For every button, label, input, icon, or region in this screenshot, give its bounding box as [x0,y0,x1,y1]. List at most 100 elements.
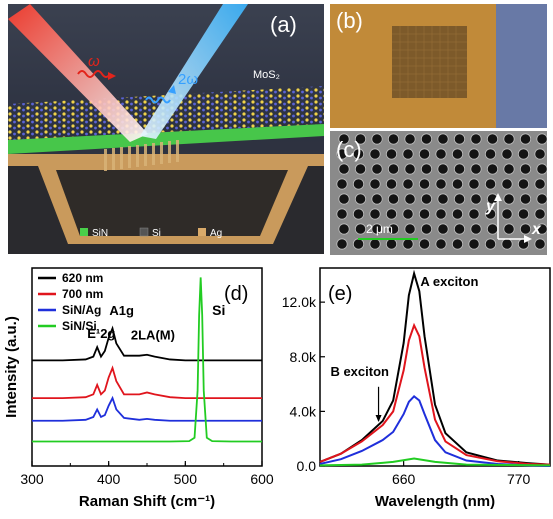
b-exciton-arrow-head [375,414,382,422]
sem-hole [420,223,433,235]
sem-hole [519,223,532,235]
sem-hole [402,238,414,250]
sem-hole [371,223,383,235]
sem-hole [404,193,416,205]
sem-hole [486,133,499,145]
sem-hole [484,178,497,190]
sem-hole [338,193,350,205]
legend-label: 620 nm [62,271,103,285]
x-tick-label: 400 [97,471,121,487]
sem-hole [354,163,367,175]
legend-label-si: Si [152,228,161,239]
sem-hole [468,238,480,250]
sem-hole [371,193,383,205]
sem-hole [369,238,381,250]
legend-label-sin: SiN [92,228,108,239]
sem-hole [534,178,546,190]
annotation-a1g: A1g [109,303,134,318]
hole-array-grid [392,26,467,98]
sem-hole [435,208,447,220]
sem-hole [354,223,367,235]
sem-hole-array [336,133,547,250]
annotation-2la: 2LA(M) [131,328,175,343]
annotation-si: Si [212,302,225,318]
sem-hole [451,178,464,190]
sem-hole [435,238,447,250]
sem-hole [336,208,348,220]
sem-hole [352,178,365,190]
legend-swatch-sin [80,228,88,236]
sem-hole [418,148,431,160]
panel-a-schematic: ω 2ω MoS₂ SiN Si Ag (a) [8,4,324,254]
y-tick-label: 8.0k [290,349,317,365]
annotation-b-exciton: B exciton [330,364,389,379]
sem-hole [402,148,414,160]
sem-hole [536,193,547,205]
y-tick-label: 4.0k [290,403,317,419]
omega-label: ω [88,53,100,70]
sem-hole [503,163,515,175]
sem-hole [536,163,547,175]
sem-hole [338,223,350,235]
sem-hole [517,208,530,220]
sem-hole [420,163,433,175]
series-line [319,322,551,466]
sem-hole [369,208,381,220]
y-arrow-head [494,193,502,201]
series-line [319,457,551,467]
x-tick-label: 770 [507,471,531,487]
annotation-a-exciton: A exciton [420,274,478,289]
panel-label-c: (c) [336,137,362,162]
sem-hole [418,208,431,220]
sem-hole [435,148,447,160]
sem-hole [501,238,513,250]
x-tick-label: 500 [174,471,198,487]
two-omega-label: 2ω [178,71,198,88]
sem-hole [503,133,515,145]
omega-wave [77,70,111,78]
sem-hole [437,193,449,205]
series-line-sin-si [32,277,262,443]
sem-hole [352,148,365,160]
sem-hole [418,238,431,250]
series-line [319,269,551,466]
sem-hole [387,223,400,235]
sem-hole [484,208,497,220]
cavity-interior [56,170,288,236]
sem-hole [404,223,416,235]
sem-hole [338,133,350,145]
legend-swatch-si [139,227,149,237]
mos2-label: MoS₂ [253,69,280,81]
x-tick-label: 300 [20,471,44,487]
sem-hole [354,133,367,145]
sem-hole [503,193,515,205]
sem-hole [451,238,464,250]
legend-swatch-ag [198,228,206,236]
sem-hole [437,223,449,235]
sem-hole [451,148,464,160]
y-axis-label: Intensity (a.u.) [3,316,20,418]
sem-hole [536,223,547,235]
sem-hole [371,133,383,145]
scale-bar-label: 2 μm [366,222,393,236]
sem-hole [534,208,546,220]
sem-hole [352,208,365,220]
x-tick-label: 600 [250,471,274,487]
series-line [319,395,551,467]
two-omega-wave [145,96,171,104]
sem-hole [519,133,532,145]
x-tick-label: 660 [392,471,416,487]
sem-hole [435,178,447,190]
series-line-sin-ag [32,395,262,422]
sem-hole [385,238,398,250]
sem-hole [501,208,513,220]
sem-hole [404,133,416,145]
sem-hole [517,148,530,160]
panel-label-a: (a) [270,12,297,37]
sem-hole [336,148,348,160]
panel-label-d: (d) [224,283,248,305]
legend-label: SiN/Si [62,319,97,333]
panel-label-e: (e) [328,283,352,305]
sem-hole [468,148,480,160]
sem-hole [420,193,433,205]
